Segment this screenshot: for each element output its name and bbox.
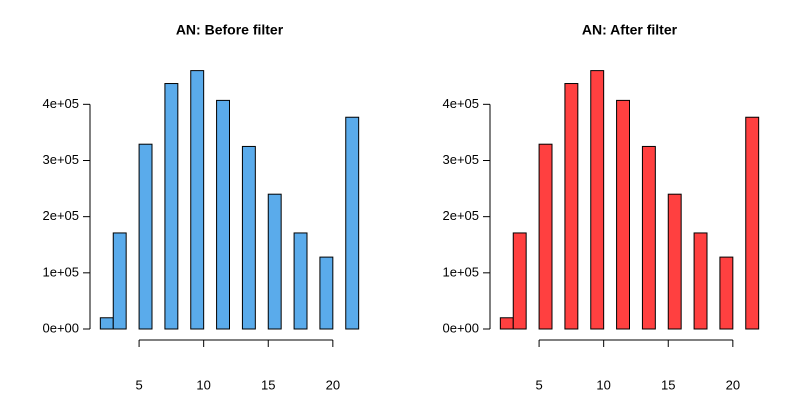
y-tick-label: 4e+05 xyxy=(442,96,479,111)
bar xyxy=(216,99,230,330)
bar xyxy=(345,116,360,330)
bar xyxy=(564,83,579,330)
y-tick-label: 3e+05 xyxy=(442,152,479,167)
x-tick-label: 15 xyxy=(261,377,275,392)
x-tick-label: 10 xyxy=(596,377,610,392)
y-tick-label: 1e+05 xyxy=(442,264,479,279)
bar xyxy=(319,256,334,330)
y-tick-label: 2e+05 xyxy=(42,208,79,223)
bar xyxy=(693,232,708,330)
bar xyxy=(267,193,282,330)
bar xyxy=(538,143,553,330)
bar xyxy=(99,317,114,330)
bar xyxy=(293,232,308,330)
y-tick-label: 0e+00 xyxy=(42,320,79,335)
bar xyxy=(499,317,514,330)
y-tick-label: 1e+05 xyxy=(42,264,79,279)
chart-title: AN: Before filter xyxy=(176,22,284,38)
bar xyxy=(138,143,153,330)
bar xyxy=(190,70,205,330)
bar xyxy=(719,256,734,330)
bar xyxy=(112,232,127,330)
bar xyxy=(590,70,605,330)
bar xyxy=(512,232,527,330)
bar xyxy=(745,116,760,330)
y-tick-label: 2e+05 xyxy=(442,208,479,223)
y-tick-label: 3e+05 xyxy=(42,152,79,167)
y-tick-label: 0e+00 xyxy=(442,320,479,335)
bar xyxy=(667,193,682,330)
bar xyxy=(641,145,656,330)
x-tick-label: 20 xyxy=(326,377,340,392)
bar xyxy=(241,145,256,330)
y-tick-label: 4e+05 xyxy=(42,96,79,111)
x-tick-label: 10 xyxy=(196,377,210,392)
bar xyxy=(164,83,179,330)
x-tick-label: 20 xyxy=(726,377,740,392)
chart-title: AN: After filter xyxy=(582,22,678,38)
bar xyxy=(616,99,630,330)
x-tick-label: 5 xyxy=(135,377,142,392)
x-tick-label: 5 xyxy=(535,377,542,392)
x-tick-label: 15 xyxy=(661,377,675,392)
